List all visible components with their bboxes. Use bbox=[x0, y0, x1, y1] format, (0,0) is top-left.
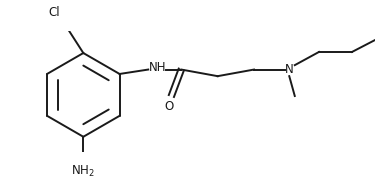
Text: N: N bbox=[285, 63, 294, 76]
Text: NH: NH bbox=[149, 61, 167, 74]
Text: NH$_2$: NH$_2$ bbox=[71, 164, 95, 179]
Text: O: O bbox=[165, 100, 174, 113]
Text: Cl: Cl bbox=[49, 6, 60, 19]
